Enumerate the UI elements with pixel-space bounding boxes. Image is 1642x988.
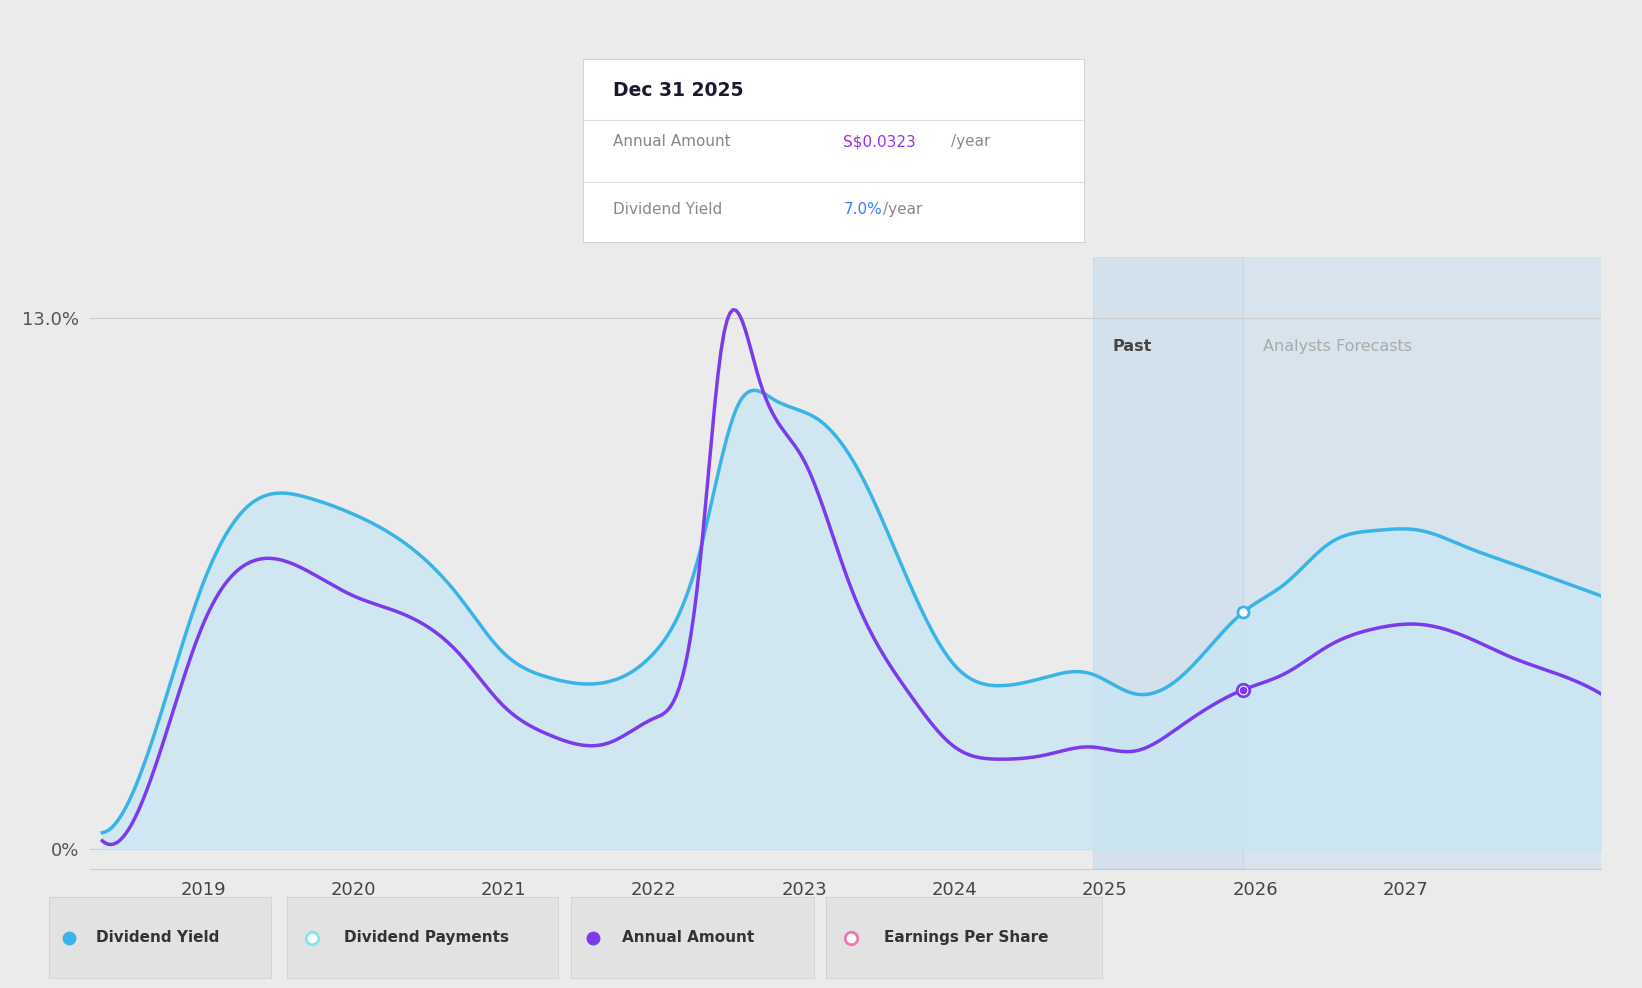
Text: Dividend Payments: Dividend Payments [345,930,509,946]
Bar [1243,257,1601,869]
Text: /year: /year [951,134,990,149]
Text: /year: /year [883,202,923,216]
Text: 7.0%: 7.0% [844,202,882,216]
Text: S$0.0323: S$0.0323 [844,134,916,149]
Bar [1094,257,1243,869]
Text: Earnings Per Share: Earnings Per Share [883,930,1048,946]
Text: Annual Amount: Annual Amount [622,930,755,946]
Text: Dividend Yield: Dividend Yield [612,202,722,216]
Text: Dec 31 2025: Dec 31 2025 [612,81,744,100]
Text: Analysts Forecasts: Analysts Forecasts [1263,339,1412,354]
Text: Past: Past [1112,339,1151,354]
Text: Annual Amount: Annual Amount [612,134,731,149]
Text: Dividend Yield: Dividend Yield [95,930,218,946]
